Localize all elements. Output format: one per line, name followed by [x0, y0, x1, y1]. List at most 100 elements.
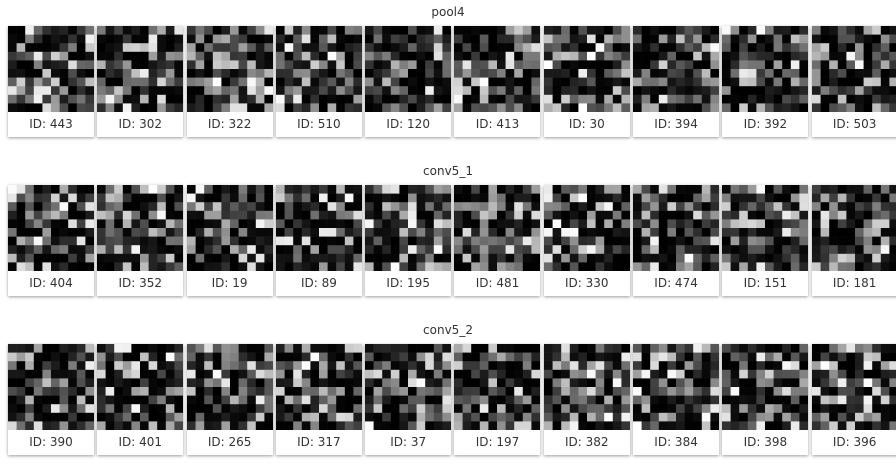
activation-cell: [731, 378, 740, 387]
activation-cell: [85, 370, 94, 379]
activation-cell: [187, 26, 196, 35]
activation-cell: [472, 361, 481, 370]
activation-cell: [497, 219, 506, 228]
activation-cell: [132, 202, 141, 211]
activation-cell: [353, 344, 362, 353]
activation-cell: [149, 185, 158, 194]
activation-cell: [400, 219, 409, 228]
activation-cell: [443, 185, 452, 194]
activation-cell: [757, 387, 766, 396]
activation-cell: [837, 370, 846, 379]
activation-cell: [114, 185, 123, 194]
activation-image: [544, 185, 630, 271]
activation-cell: [722, 421, 731, 430]
activation-cell: [175, 396, 184, 405]
activation-cell: [685, 35, 694, 44]
activation-cell: [204, 103, 213, 112]
activation-cell: [238, 86, 247, 95]
activation-cell: [633, 95, 642, 104]
activation-cell: [722, 413, 731, 422]
activation-cell: [391, 228, 400, 237]
activation-cell: [238, 26, 247, 35]
activation-cell: [523, 43, 532, 52]
activation-cell: [765, 78, 774, 87]
activation-cell: [77, 194, 86, 203]
activation-cell: [710, 185, 719, 194]
activation-cell: [740, 237, 749, 246]
activation-cell: [783, 370, 792, 379]
activation-cell: [454, 185, 463, 194]
activation-cell: [515, 361, 524, 370]
activation-cell: [604, 69, 613, 78]
activation-cell: [276, 387, 285, 396]
activation-cell: [68, 103, 77, 112]
activation-cell: [872, 237, 881, 246]
activation-cell: [391, 387, 400, 396]
activation-cell: [552, 245, 561, 254]
activation-cell: [345, 421, 354, 430]
activation-cell: [149, 370, 158, 379]
activation-cell: [595, 378, 604, 387]
activation-cell: [757, 353, 766, 362]
activation-cell: [497, 60, 506, 69]
activation-cell: [613, 370, 622, 379]
activation-cell: [523, 387, 532, 396]
activation-cell: [757, 194, 766, 203]
activation-cell: [880, 26, 889, 35]
activation-cell: [880, 396, 889, 405]
activation-cell: [25, 43, 34, 52]
activation-cell: [212, 387, 221, 396]
activation-cell: [123, 43, 132, 52]
activation-cell: [212, 35, 221, 44]
activation-cell: [532, 344, 541, 353]
activation-cell: [85, 237, 94, 246]
activation-cell: [837, 60, 846, 69]
activation-cell: [880, 95, 889, 104]
activation-cell: [353, 185, 362, 194]
activation-cell: [604, 254, 613, 263]
activation-cell: [523, 60, 532, 69]
activation-cell: [532, 219, 541, 228]
activation-cell: [570, 396, 579, 405]
activation-cell: [693, 396, 702, 405]
activation-cell: [8, 185, 17, 194]
activation-cell: [463, 211, 472, 220]
activation-cell: [221, 361, 230, 370]
activation-cell: [140, 60, 149, 69]
activation-cell: [187, 60, 196, 69]
activation-cell: [157, 26, 166, 35]
feature-card: ID: 443: [8, 26, 94, 137]
activation-cell: [140, 103, 149, 112]
activation-cell: [621, 245, 630, 254]
activation-cell: [204, 378, 213, 387]
activation-cell: [613, 52, 622, 61]
activation-cell: [837, 396, 846, 405]
feature-card: ID: 396: [812, 344, 896, 455]
activation-cell: [837, 387, 846, 396]
activation-cell: [642, 95, 651, 104]
activation-cell: [264, 421, 273, 430]
activation-image: [97, 344, 183, 430]
activation-cell: [515, 78, 524, 87]
activation-cell: [693, 404, 702, 413]
activation-cell: [51, 219, 60, 228]
activation-cell: [497, 421, 506, 430]
activation-cell: [276, 86, 285, 95]
activation-cell: [578, 202, 587, 211]
activation-cell: [391, 202, 400, 211]
activation-cell: [382, 254, 391, 263]
activation-cell: [434, 194, 443, 203]
activation-cell: [472, 245, 481, 254]
activation-cell: [650, 262, 659, 271]
activation-cell: [157, 211, 166, 220]
activation-cell: [604, 60, 613, 69]
activation-cell: [774, 228, 783, 237]
activation-cell: [846, 86, 855, 95]
activation-cell: [175, 35, 184, 44]
activation-cell: [140, 370, 149, 379]
activation-cell: [659, 237, 668, 246]
activation-cell: [187, 413, 196, 422]
activation-cell: [123, 370, 132, 379]
activation-cell: [621, 396, 630, 405]
activation-cell: [17, 202, 26, 211]
